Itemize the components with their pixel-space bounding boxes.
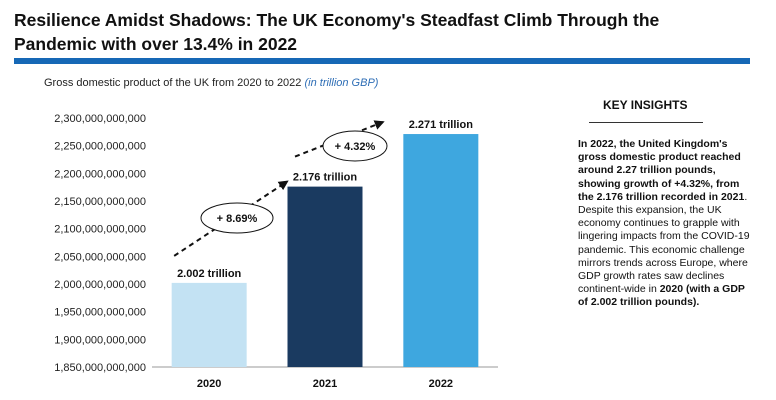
y-tick-label: 2,150,000,000,000: [54, 196, 146, 208]
growth-bubble: [200, 202, 274, 234]
data-label: 2.271 trillion: [409, 119, 473, 131]
x-tick-label: 2021: [313, 378, 337, 390]
insights-bold-2: 2020 (with a GDP of 2.002 trillion pound…: [578, 283, 745, 309]
y-tick-label: 2,200,000,000,000: [54, 168, 146, 180]
data-label: 2.002 trillion: [177, 268, 241, 280]
y-tick-label: 1,900,000,000,000: [54, 334, 146, 346]
title-rule: [14, 58, 750, 64]
y-tick-label: 2,000,000,000,000: [54, 279, 146, 291]
y-tick-label: 2,100,000,000,000: [54, 224, 146, 236]
subtitle-unit: (in trillion GBP): [304, 77, 379, 89]
x-tick-label: 2020: [197, 378, 221, 390]
y-tick-label: 2,050,000,000,000: [54, 251, 146, 263]
data-label: 2.176 trillion: [293, 172, 357, 184]
growth-label: + 8.69%: [217, 213, 258, 225]
bar-2020: [171, 282, 247, 367]
bar-2022: [403, 134, 479, 367]
insights-rule: [589, 122, 703, 123]
growth-label: + 4.32%: [335, 141, 376, 153]
x-tick-label: 2022: [429, 378, 453, 390]
insights-normal: . Despite this expansion, the UK economy…: [578, 190, 750, 296]
bar-2021: [287, 186, 363, 367]
chart-subtitle: Gross domestic product of the UK from 20…: [44, 77, 378, 89]
insights-text: In 2022, the United Kingdom's gross dome…: [578, 138, 754, 310]
insights-bold-1: In 2022, the United Kingdom's gross dome…: [578, 138, 745, 203]
gdp-bar-chart: 1,850,000,000,000 1,900,000,000,000 1,950,…: [54, 113, 498, 390]
y-tick-label: 1,850,000,000,000: [54, 362, 146, 374]
chart-title: Resilience Amidst Shadows: The UK Econom…: [14, 10, 660, 54]
growth-bubble: [322, 130, 388, 162]
y-tick-label: 1,950,000,000,000: [54, 307, 146, 319]
y-tick-label: 2,250,000,000,000: [54, 141, 146, 153]
subtitle-text: Gross domestic product of the UK from 20…: [44, 77, 302, 89]
y-tick-label: 2,300,000,000,000: [54, 113, 146, 125]
insights-heading: KEY INSIGHTS: [603, 98, 688, 112]
